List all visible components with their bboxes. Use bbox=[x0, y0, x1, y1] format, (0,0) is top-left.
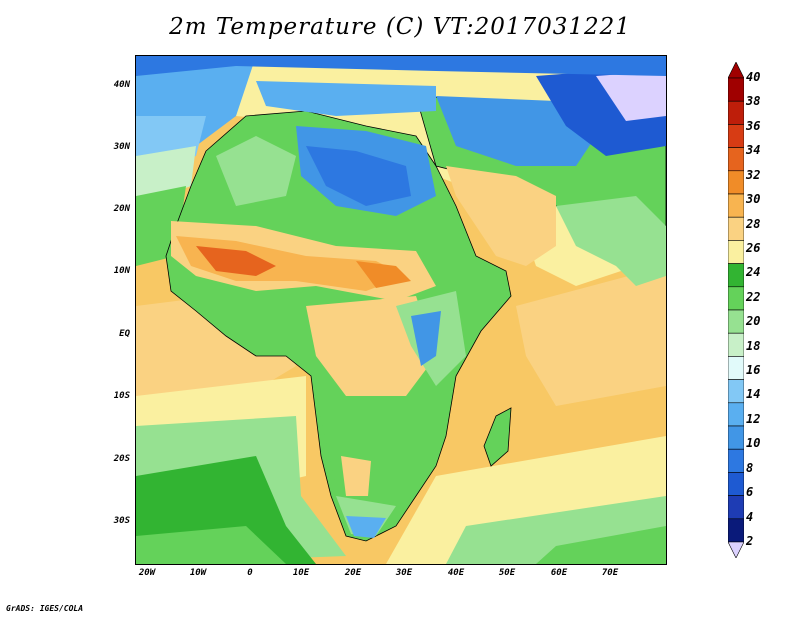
himalaya-coldest bbox=[596, 71, 666, 121]
madagascar bbox=[483, 407, 512, 467]
colorbar-top-arrow bbox=[728, 62, 744, 79]
colorbar-block bbox=[728, 472, 744, 496]
rift-valley-cool bbox=[411, 311, 441, 366]
mediterranean-sea bbox=[256, 81, 436, 116]
colorbar-label: 4 bbox=[746, 509, 754, 524]
credit-text: GrADS: IGES/COLA bbox=[6, 604, 84, 613]
colorbar-block bbox=[728, 263, 744, 288]
colorbar-label: 30 bbox=[746, 192, 761, 207]
lon-label-20w: 20W bbox=[138, 568, 156, 578]
lat-label-10s: 10S bbox=[113, 391, 130, 401]
lon-label-40e: 40E bbox=[447, 568, 465, 578]
colorbar-label: 10 bbox=[746, 436, 761, 451]
colorbar-label: 2 bbox=[746, 534, 754, 548]
kalahari-warm bbox=[341, 456, 371, 496]
west-africa-hottest bbox=[196, 246, 276, 276]
colorbar-block bbox=[728, 356, 744, 380]
colorbar-block bbox=[728, 332, 744, 357]
lat-label-30n: 30N bbox=[113, 142, 130, 152]
colorbar-block bbox=[728, 495, 744, 520]
lon-label-70e: 70E bbox=[601, 568, 619, 578]
lon-label-30e: 30E bbox=[395, 568, 413, 578]
colorbar-block bbox=[728, 147, 744, 172]
colorbar-label: 20 bbox=[746, 314, 761, 329]
lon-label-20e: 20E bbox=[344, 568, 362, 578]
colorbar-block bbox=[728, 77, 744, 102]
colorbar-label: 16 bbox=[746, 363, 761, 378]
lon-label-50e: 50E bbox=[498, 568, 516, 578]
colorbar-block bbox=[728, 309, 744, 334]
europe-cold-band bbox=[136, 56, 666, 76]
colorbar-label: 18 bbox=[746, 338, 761, 353]
colorbar-label: 8 bbox=[746, 460, 754, 475]
sudan-hot bbox=[356, 261, 411, 288]
colorbar-block bbox=[728, 170, 744, 195]
atlantic-north-green bbox=[136, 146, 196, 206]
lat-label-40n: 40N bbox=[113, 80, 130, 90]
colorbar-block bbox=[728, 379, 744, 404]
temperature-map bbox=[135, 55, 667, 565]
turkey-iran-cool bbox=[436, 96, 596, 166]
colorbar-label: 12 bbox=[746, 411, 761, 426]
colorbar-block bbox=[728, 216, 744, 241]
colorbar-label: 28 bbox=[746, 216, 761, 231]
lat-label-eq: EQ bbox=[119, 329, 130, 339]
lon-label-10e: 10E bbox=[292, 568, 310, 578]
lon-label-0: 0 bbox=[247, 568, 253, 578]
lat-label-10n: 10N bbox=[113, 266, 130, 276]
lat-label-20n: 20N bbox=[113, 204, 130, 214]
south-atlantic-cold bbox=[136, 526, 286, 564]
map-field bbox=[136, 56, 666, 564]
colorbar bbox=[728, 62, 744, 558]
lon-label-10w: 10W bbox=[189, 568, 207, 578]
cape-cool bbox=[346, 516, 386, 538]
colorbar-block bbox=[728, 100, 744, 125]
lat-label-20s: 20S bbox=[113, 454, 130, 464]
colorbar-label: 14 bbox=[746, 387, 761, 402]
colorbar-bottom-arrow bbox=[728, 541, 744, 558]
colorbar-label: 24 bbox=[746, 265, 761, 280]
sahara-cold-core bbox=[306, 146, 411, 206]
colorbar-block bbox=[728, 448, 744, 473]
colorbar-block bbox=[728, 124, 744, 148]
colorbar-block bbox=[728, 193, 744, 218]
maghreb-green bbox=[216, 136, 296, 206]
map-title: 2m Temperature (C) VT:2017031221 bbox=[169, 14, 631, 40]
lat-label-30s: 30S bbox=[113, 516, 130, 526]
colorbar-block bbox=[728, 402, 744, 427]
colorbar-label: 32 bbox=[746, 167, 761, 182]
colorbar-block bbox=[728, 286, 744, 311]
colorbar-label: 6 bbox=[746, 485, 754, 500]
colorbar-label: 26 bbox=[746, 240, 761, 255]
colorbar-label: 36 bbox=[746, 118, 761, 133]
lon-label-60e: 60E bbox=[550, 568, 568, 578]
arabian-peninsula bbox=[446, 166, 556, 266]
arabian-sea bbox=[516, 266, 666, 406]
colorbar-label: 34 bbox=[746, 143, 761, 158]
colorbar-label: 40 bbox=[746, 70, 761, 84]
indian-subcontinent bbox=[556, 196, 666, 286]
colorbar-label: 22 bbox=[746, 289, 761, 304]
south-indian-cool bbox=[536, 526, 666, 564]
colorbar-block bbox=[728, 240, 744, 264]
colorbar-block bbox=[728, 425, 744, 450]
colorbar-blocks bbox=[728, 62, 744, 558]
colorbar-label: 38 bbox=[746, 94, 761, 109]
colorbar-block bbox=[728, 518, 744, 543]
